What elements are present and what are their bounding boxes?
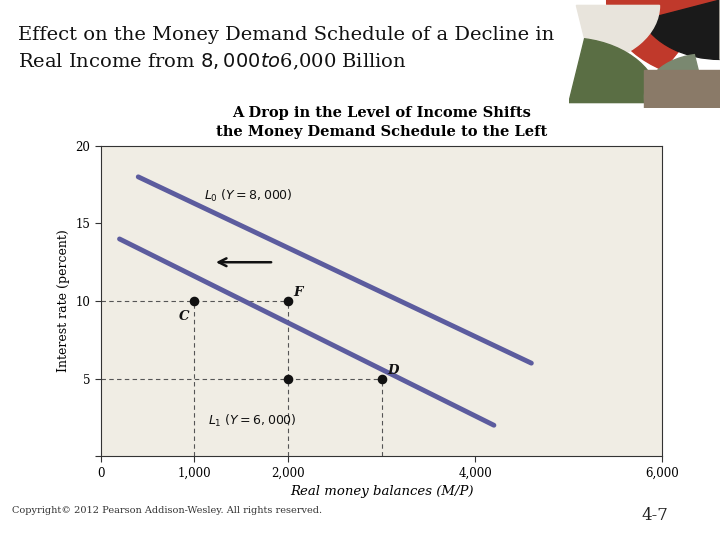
Text: C: C	[179, 310, 189, 323]
Y-axis label: Interest rate (percent): Interest rate (percent)	[57, 230, 70, 373]
X-axis label: Real money balances (M/P): Real money balances (M/P)	[290, 485, 473, 498]
Point	[189, 297, 200, 306]
Text: Effect on the Money Demand Schedule of a Decline in
Real Income from $8,000 to $: Effect on the Money Demand Schedule of a…	[19, 25, 554, 72]
Wedge shape	[644, 55, 705, 112]
Point	[376, 374, 387, 383]
Wedge shape	[642, 0, 720, 59]
Text: $L_1$ $(Y = 6,000)$: $L_1$ $(Y = 6,000)$	[209, 413, 297, 429]
Point	[282, 374, 294, 383]
Text: 4-7: 4-7	[642, 507, 669, 524]
Point	[282, 297, 294, 306]
Text: Copyright© 2012 Pearson Addison-Wesley. All rights reserved.: Copyright© 2012 Pearson Addison-Wesley. …	[12, 506, 322, 515]
Title: A Drop in the Level of Income Shifts
the Money Demand Schedule to the Left: A Drop in the Level of Income Shifts the…	[216, 106, 547, 139]
Wedge shape	[569, 39, 660, 103]
Wedge shape	[577, 5, 660, 64]
Text: D: D	[387, 364, 399, 377]
Bar	[644, 70, 720, 108]
Text: F: F	[294, 287, 303, 300]
Wedge shape	[607, 0, 720, 70]
Text: $L_0$ $(Y = 8,000)$: $L_0$ $(Y = 8,000)$	[204, 188, 292, 204]
